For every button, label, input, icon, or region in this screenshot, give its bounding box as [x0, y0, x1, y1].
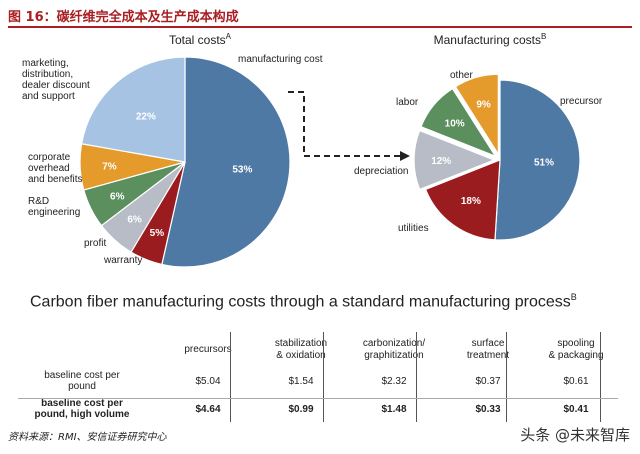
slice-category-label: utilities [398, 223, 429, 234]
table-cell: $1.54 [288, 376, 314, 387]
table-column-header: spooling & packaging [548, 338, 604, 361]
slice-value-label: 51% [534, 157, 554, 168]
table-column-header: precursors [184, 344, 232, 355]
slice-value-label: 6% [127, 214, 142, 225]
slice-category-label: corporate overhead and benefits [28, 152, 83, 185]
slice-category-label: other [450, 70, 473, 81]
table-cell: $0.33 [475, 404, 501, 415]
table-column-divider [506, 332, 507, 422]
table-cell: $0.41 [563, 404, 589, 415]
slice-value-label: 53% [232, 164, 252, 175]
table-cell: $1.48 [381, 404, 407, 415]
table-cell: $5.04 [195, 376, 221, 387]
pie-b: 51% precursor 18% utilities 12% depreciation 1… [354, 70, 603, 241]
figure-header: 图 16：碳纤维完全成本及生产成本构成 [8, 4, 632, 28]
slice-value-label: 5% [150, 228, 165, 239]
slice-value-label: 12% [431, 156, 451, 167]
table-cell: $0.99 [288, 404, 314, 415]
table-title: Carbon fiber manufacturing costs through… [30, 292, 577, 311]
pie-slice [454, 73, 499, 157]
table-column-divider [600, 332, 601, 422]
figure-source: 资料来源：RMI、安信证券研究中心 [8, 432, 167, 443]
connector-arrow [288, 91, 400, 157]
table-cell: $0.37 [475, 376, 501, 387]
watermark: 头条 @未来智库 [520, 426, 630, 444]
slice-category-label: R&D engineering [28, 196, 80, 218]
table-column-header: carbonization/graphitization [362, 338, 426, 361]
table-column-header: surface treatment [466, 338, 510, 361]
slice-value-label: 18% [461, 196, 481, 207]
pie-slice [413, 129, 496, 191]
slice-category-label: profit [84, 238, 106, 249]
slice-category-label: precursor [560, 96, 603, 107]
pie-slice [494, 79, 581, 241]
table-column-header: stabilization & oxidation [274, 338, 328, 361]
table-column-divider [323, 332, 324, 422]
figure-title: 图 16：碳纤维完全成本及生产成本构成 [8, 10, 239, 25]
pie-slice [420, 87, 497, 158]
table-cell: $2.32 [381, 376, 407, 387]
slice-value-label: 6% [110, 192, 125, 203]
slice-value-label: 10% [445, 119, 465, 130]
pie-a: 53% manufacturing cost 5% warranty 6% profit 6… [22, 54, 323, 268]
table-column-divider [230, 332, 231, 422]
pie-b-title: Manufacturing costsB [434, 32, 547, 47]
slice-category-label: labor [396, 97, 419, 108]
pie-slice [424, 159, 501, 241]
slice-category-label: marketing, distribution, dealer discount an… [22, 58, 90, 102]
pie-a-title: Total costsA [169, 32, 232, 47]
pie-charts: Total costsA Manufacturing costsB 53% man… [22, 32, 603, 268]
pie-slice [80, 56, 186, 163]
slice-category-label: manufacturing cost [238, 54, 323, 65]
table-row-label: baseline cost per pound, high volume [34, 398, 130, 420]
slice-value-label: 22% [136, 111, 156, 122]
slice-value-label: 7% [102, 162, 117, 173]
slice-category-label: depreciation [354, 166, 408, 177]
table-cell: $4.64 [195, 404, 221, 415]
table-cell: $0.61 [563, 376, 589, 387]
slice-value-label: 9% [476, 100, 491, 111]
pie-slice [161, 56, 291, 268]
slice-category-label: warranty [103, 255, 142, 266]
table-row-divider [18, 398, 618, 399]
connector-arrowhead [400, 151, 410, 161]
table-column-divider [416, 332, 417, 422]
table-row-label: baseline cost per pound [44, 370, 120, 392]
